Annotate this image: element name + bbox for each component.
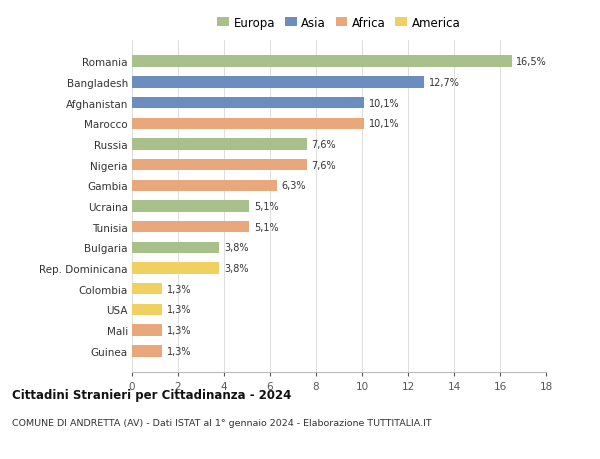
Bar <box>132 139 307 150</box>
Text: 1,3%: 1,3% <box>167 346 191 356</box>
Text: 12,7%: 12,7% <box>428 78 460 88</box>
Text: 16,5%: 16,5% <box>516 57 547 67</box>
Text: 5,1%: 5,1% <box>254 202 278 212</box>
Bar <box>132 284 162 295</box>
Bar <box>132 160 307 171</box>
Bar <box>132 118 364 129</box>
Bar <box>132 263 220 274</box>
Text: 3,8%: 3,8% <box>224 243 248 253</box>
Bar <box>132 325 162 336</box>
Text: 10,1%: 10,1% <box>369 119 400 129</box>
Bar <box>132 304 162 315</box>
Text: 1,3%: 1,3% <box>167 305 191 315</box>
Text: 10,1%: 10,1% <box>369 98 400 108</box>
Text: 5,1%: 5,1% <box>254 222 278 232</box>
Text: 7,6%: 7,6% <box>311 140 336 150</box>
Legend: Europa, Asia, Africa, America: Europa, Asia, Africa, America <box>215 14 463 32</box>
Bar <box>132 201 250 212</box>
Bar <box>132 56 511 67</box>
Text: 1,3%: 1,3% <box>167 284 191 294</box>
Bar <box>132 77 424 88</box>
Text: 6,3%: 6,3% <box>281 181 306 191</box>
Bar <box>132 222 250 233</box>
Text: Cittadini Stranieri per Cittadinanza - 2024: Cittadini Stranieri per Cittadinanza - 2… <box>12 388 292 401</box>
Bar <box>132 180 277 191</box>
Text: 3,8%: 3,8% <box>224 263 248 274</box>
Bar <box>132 346 162 357</box>
Bar <box>132 98 364 109</box>
Text: 7,6%: 7,6% <box>311 160 336 170</box>
Text: 1,3%: 1,3% <box>167 325 191 336</box>
Bar <box>132 242 220 253</box>
Text: COMUNE DI ANDRETTA (AV) - Dati ISTAT al 1° gennaio 2024 - Elaborazione TUTTITALI: COMUNE DI ANDRETTA (AV) - Dati ISTAT al … <box>12 418 431 427</box>
